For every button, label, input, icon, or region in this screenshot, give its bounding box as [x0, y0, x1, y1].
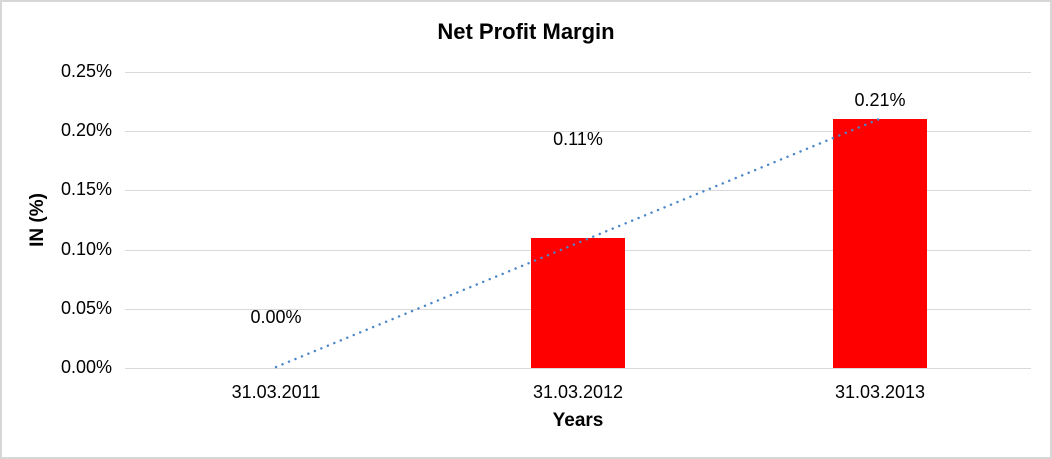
y-tick-label: 0.15% — [60, 179, 112, 199]
x-tick-label: 31.03.2012 — [532, 382, 624, 402]
data-label: 0.21% — [854, 90, 906, 110]
gridline — [125, 368, 1031, 369]
y-tick-label: 0.20% — [60, 120, 112, 140]
y-tick-label: 0.05% — [60, 298, 112, 318]
bar-31.03.2012 — [531, 237, 625, 368]
y-tick-label: 0.10% — [60, 239, 112, 259]
gridline — [125, 72, 1031, 73]
y-tick-label: 0.00% — [60, 357, 112, 377]
chart-title: Net Profit Margin — [437, 19, 615, 44]
x-tick-label: 31.03.2011 — [231, 382, 321, 402]
data-label: 0.11% — [553, 129, 603, 149]
trendline-dotted — [274, 117, 882, 369]
y-tick-label: 0.25% — [60, 61, 112, 81]
data-label: 0.00% — [250, 307, 302, 327]
x-tick-label: 31.03.2013 — [834, 382, 926, 402]
x-axis-title: Years — [552, 410, 604, 431]
gridline — [125, 131, 1031, 132]
bar-31.03.2013 — [833, 119, 927, 368]
gridline — [125, 190, 1031, 191]
